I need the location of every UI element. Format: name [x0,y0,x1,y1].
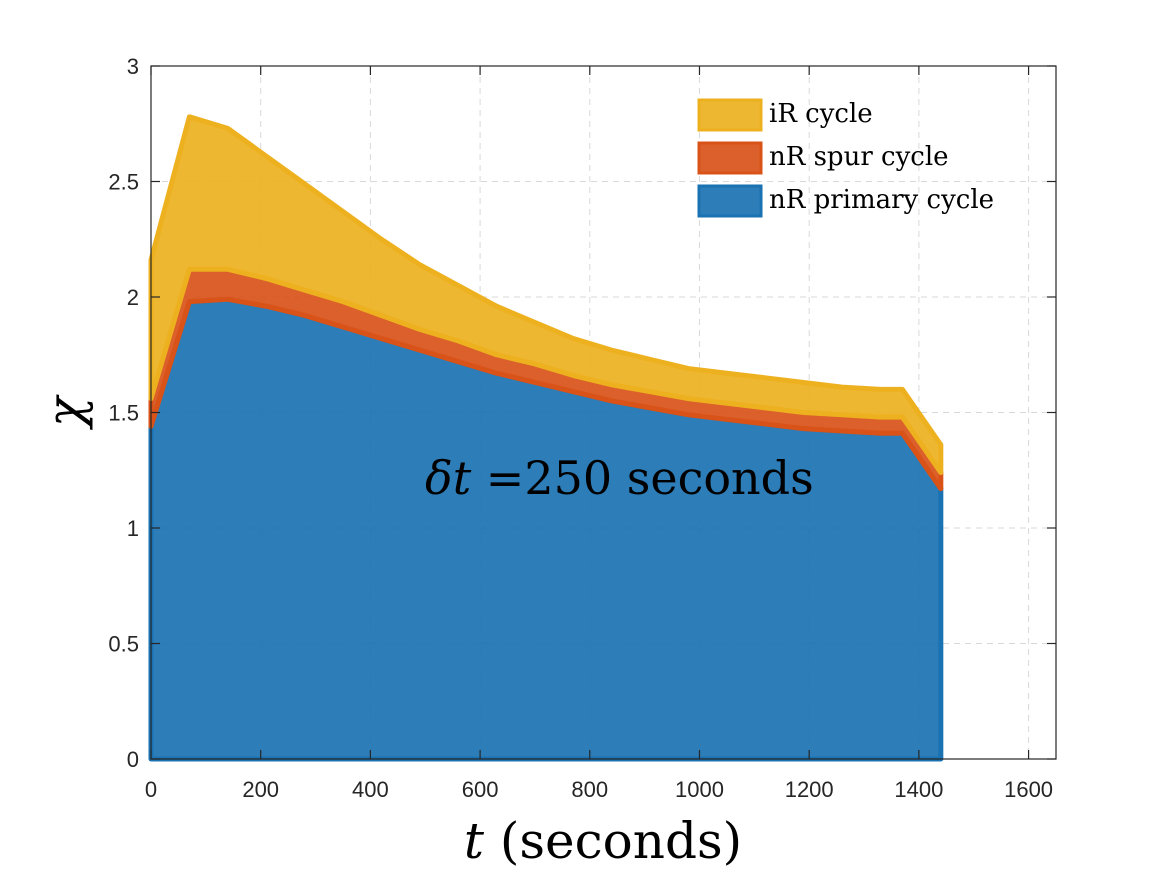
x-axis-label-unit: (seconds) [500,812,742,870]
stacked-areas [148,114,944,762]
x-tick-label: 600 [462,777,499,802]
annotation-text: =250 seconds [471,451,814,505]
legend-swatch [697,141,763,175]
y-tick-label: 1 [127,516,139,541]
area-series-2 [148,114,944,476]
y-tick-label: 2.5 [108,170,139,195]
y-tick-label: 1.5 [108,401,139,426]
x-tick-label: 1600 [1004,777,1053,802]
x-tick-label: 1200 [785,777,834,802]
x-tick-label: 1000 [675,777,724,802]
annotation-symbol: δt [425,451,472,505]
x-tick-label: 800 [571,777,608,802]
x-axis-label-space [484,812,500,870]
legend-label: iR cycle [769,99,873,129]
legend-label: nR primary cycle [769,185,994,215]
axes [150,65,1057,760]
x-tick-label: 200 [242,777,279,802]
legend: iR cycle nR spur cycle nR primary cycle [697,98,994,218]
y-axis-label: χ [36,394,94,430]
legend-swatch [697,184,763,218]
y-tick-label: 0 [127,747,139,772]
x-axis-label-var: t [464,812,485,870]
legend-label: nR spur cycle [769,142,949,172]
annotation: δt =250 seconds [425,451,814,505]
x-tick-label: 400 [352,777,389,802]
y-tick-label: 0.5 [108,632,139,657]
x-axis-label: t (seconds) [464,812,742,870]
tick-labels: 0 200 400 600 800 1000 1200 1400 1600 0 0.5 1 1.5 2 2.… [108,54,1053,802]
y-tick-label: 2 [127,285,139,310]
x-tick-label: 0 [145,777,157,802]
legend-swatch [697,98,763,132]
x-tick-label: 1400 [894,777,943,802]
y-tick-label: 3 [127,54,139,79]
